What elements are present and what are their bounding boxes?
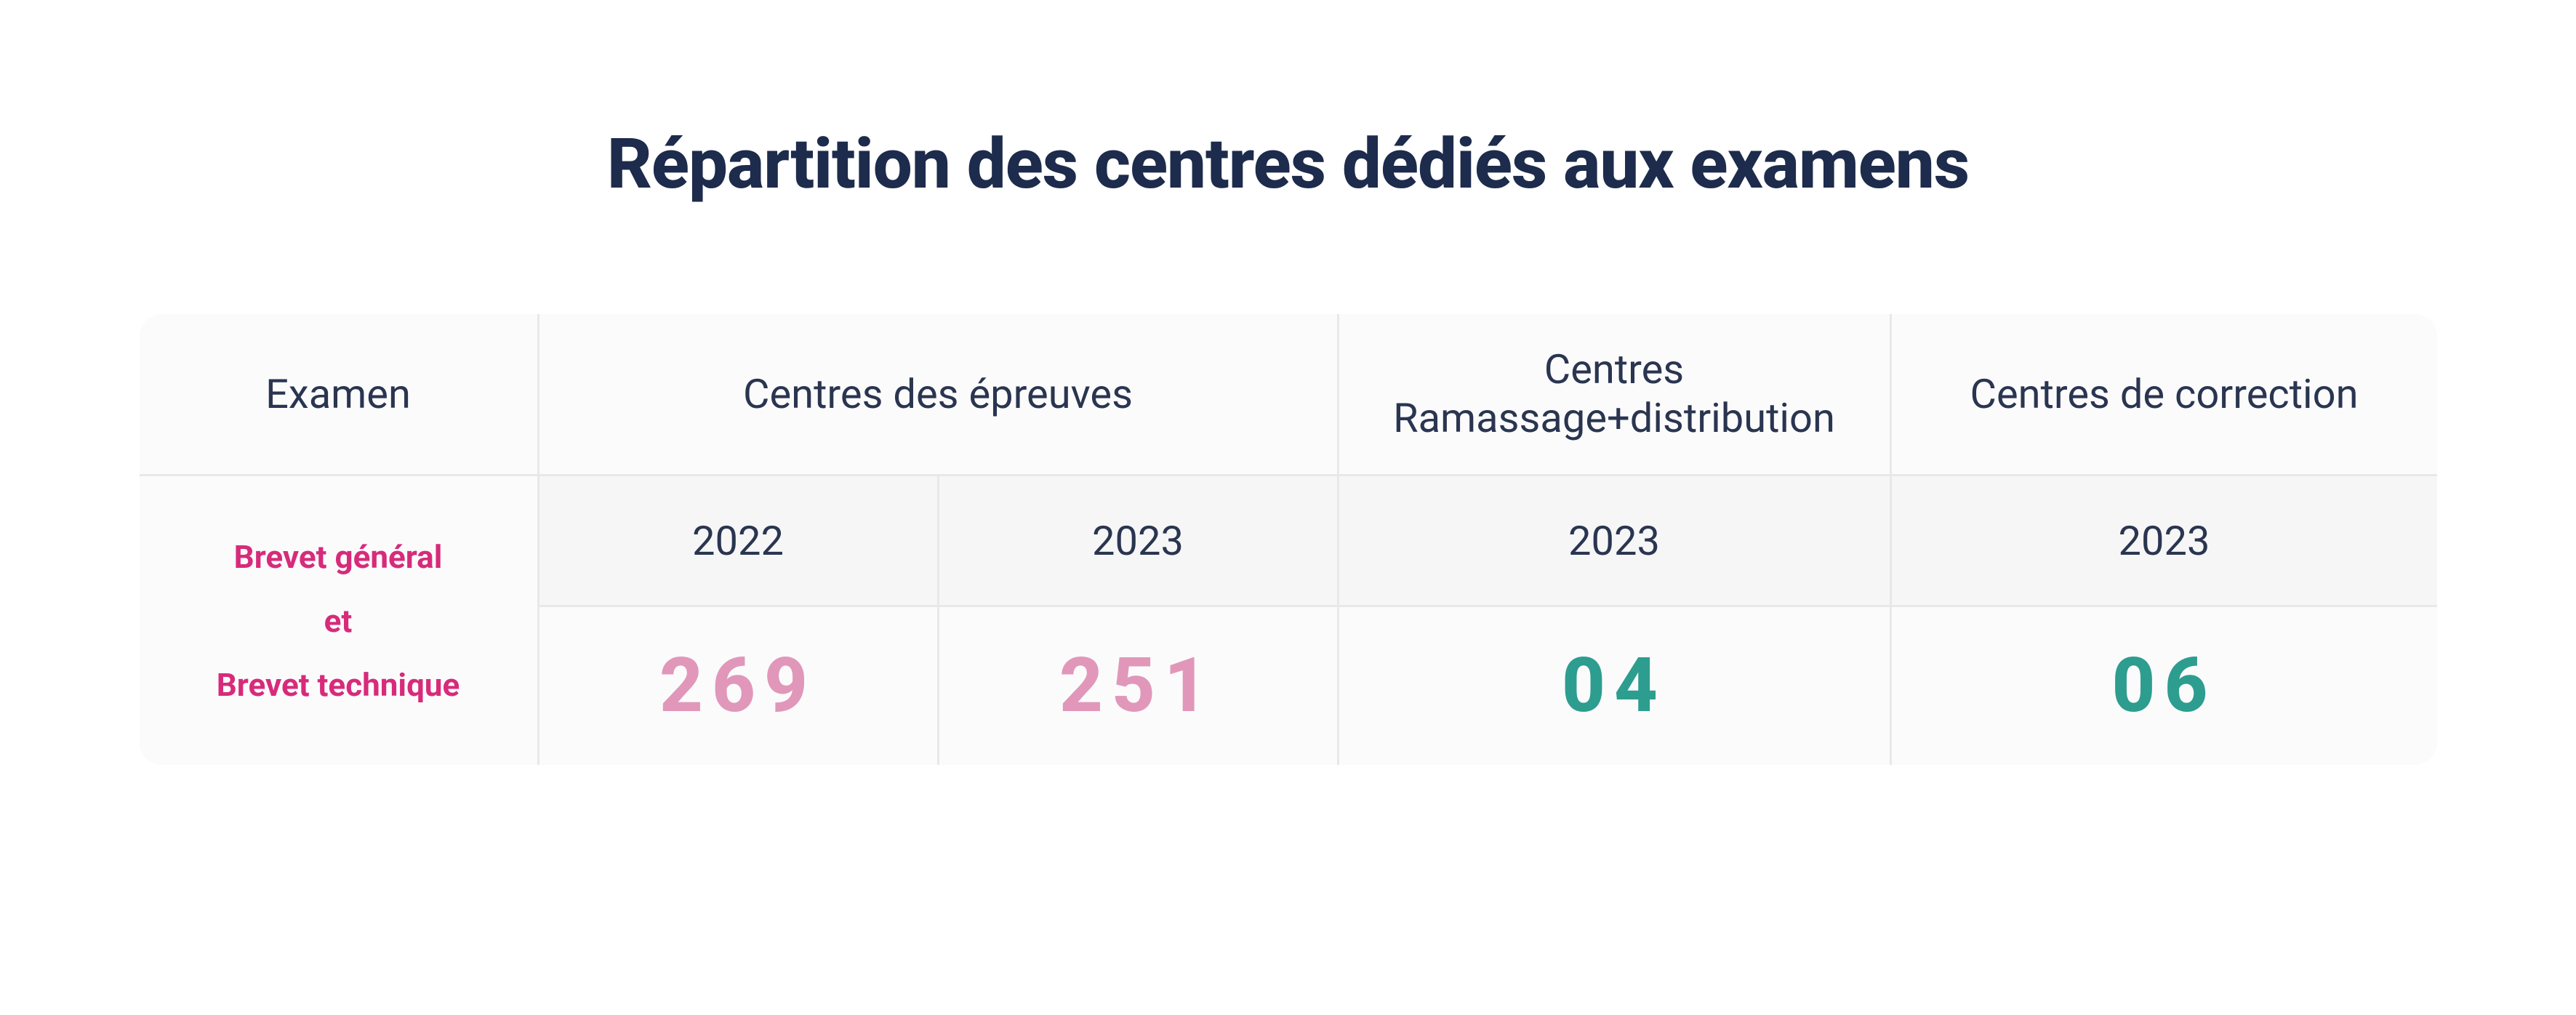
value-correction: 06	[1892, 605, 2437, 765]
row-label-line3: Brevet technique	[217, 653, 460, 717]
row-label-line2: et	[324, 589, 353, 653]
year-correction: 2023	[1892, 474, 2437, 605]
header-epreuves: Centres des épreuves	[539, 314, 1339, 474]
header-correction: Centres de correction	[1892, 314, 2437, 474]
value-epreuves-2023: 251	[939, 605, 1339, 765]
row-label-line1: Brevet général	[234, 525, 443, 589]
year-ramassage: 2023	[1339, 474, 1892, 605]
header-ramassage: Centres Ramassage+distribution	[1339, 314, 1892, 474]
value-ramassage: 04	[1339, 605, 1892, 765]
value-epreuves-2022: 269	[539, 605, 939, 765]
centres-table: Examen Centres des épreuves Centres Rama…	[140, 314, 2437, 765]
year-epreuves-2023: 2023	[939, 474, 1339, 605]
page-title: Répartition des centres dédiés aux exame…	[607, 124, 1969, 205]
header-examen: Examen	[140, 314, 539, 474]
year-epreuves-2022: 2022	[539, 474, 939, 605]
row-label-brevet: Brevet général et Brevet technique	[140, 474, 539, 765]
